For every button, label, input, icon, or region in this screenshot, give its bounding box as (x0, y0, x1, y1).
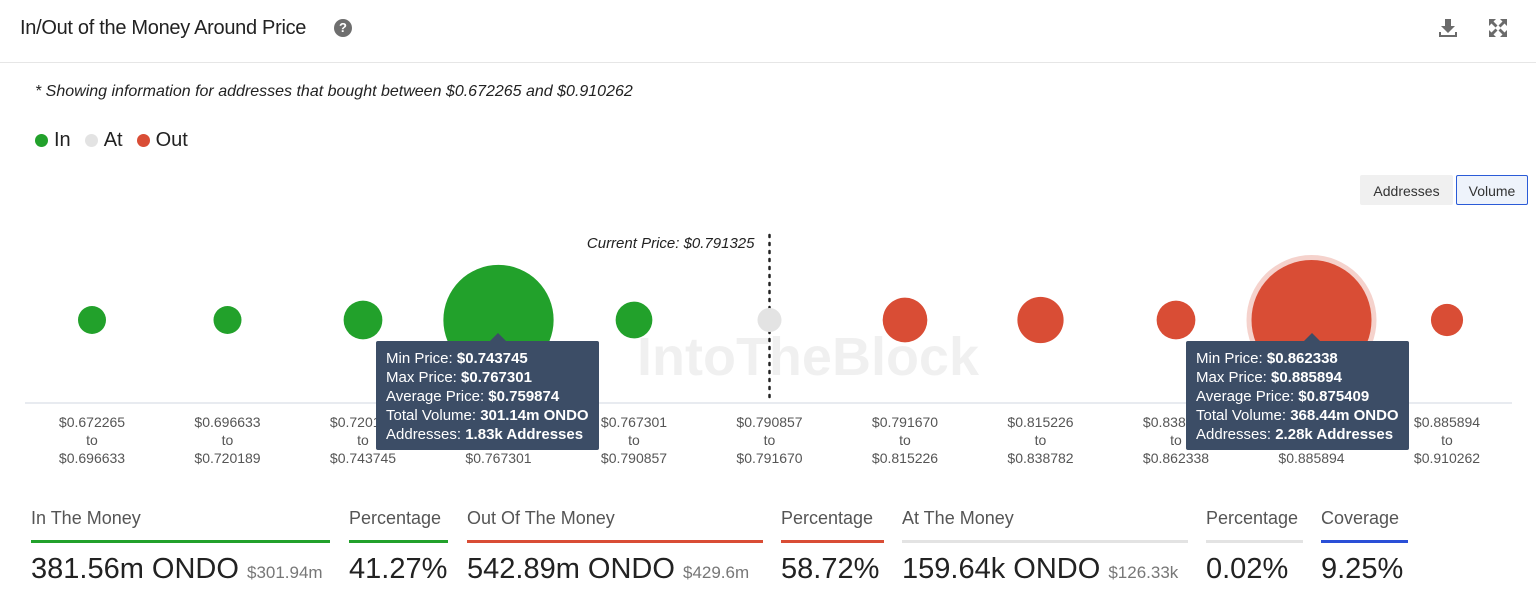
stat-out-percentage: Percentage 58.72% (781, 508, 884, 586)
addresses-toggle-button[interactable]: Addresses (1360, 175, 1453, 205)
stat-value: 58.72% (781, 553, 880, 585)
bubble-in-3[interactable] (343, 300, 383, 340)
bubble-out-8[interactable] (1017, 296, 1064, 344)
legend-label-out: Out (155, 129, 188, 151)
tooltip-row-min-price: Min Price: $0.743745 (386, 350, 528, 367)
x-tick-label: to (628, 432, 640, 448)
x-tick-label: $0.815226 (872, 450, 938, 466)
stat-value: 381.56m ONDO $301.94m (31, 553, 323, 585)
x-tick-label: $0.815226 (1007, 414, 1073, 430)
legend-label-at: At (103, 129, 123, 151)
tooltip-row-min-price: Min Price: $0.862338 (1196, 350, 1338, 367)
bubble-chart: IntoTheBlock Current Price: $0.791325 $0.6… (25, 233, 1512, 466)
help-icon[interactable]: ? (334, 19, 352, 37)
stat-value: 542.89m ONDO $429.6m (467, 553, 750, 585)
bubble-at-6[interactable] (757, 308, 782, 332)
panel-header: In/Out of the Money Around Price ? (0, 0, 1536, 63)
x-tick-label: to (357, 432, 369, 448)
stat-underline (31, 540, 330, 543)
stat-at-percentage: Percentage 0.02% (1206, 508, 1303, 586)
bubble-in-5[interactable] (615, 301, 653, 339)
x-tick-label: $0.885894 (1278, 450, 1344, 466)
stat-underline (1206, 540, 1303, 543)
stat-underline (781, 540, 884, 543)
legend-item-in[interactable]: In (35, 129, 71, 152)
stat-value: 9.25% (1321, 553, 1404, 585)
x-tick-label: $0.791670 (872, 414, 938, 430)
x-tick-label: $0.790857 (601, 450, 667, 466)
x-tick-label: to (764, 432, 776, 448)
tooltip-arrow (1304, 333, 1320, 341)
x-tick-label: $0.910262 (1414, 450, 1480, 466)
x-tick-label: $0.696633 (59, 450, 125, 466)
x-tick-label: $0.767301 (465, 450, 531, 466)
x-tick-label: $0.672265 (59, 414, 125, 430)
x-tick-label: to (1441, 432, 1453, 448)
stat-label: Out Of The Money (467, 508, 615, 528)
legend-label-in: In (54, 129, 71, 151)
x-tick-label: $0.862338 (1143, 450, 1209, 466)
stat-underline (902, 540, 1188, 543)
download-icon[interactable] (1436, 16, 1460, 40)
x-tick-label: $0.720189 (194, 450, 260, 466)
legend-dot-in (35, 134, 48, 147)
bubble-out-11[interactable] (1430, 303, 1464, 337)
stat-underline (349, 540, 448, 543)
stat-out-of-the-money: Out Of The Money 542.89m ONDO $429.6m (467, 508, 763, 586)
tooltip-bucket-10: Min Price: $0.862338 Max Price: $0.88589… (1186, 333, 1409, 450)
legend-dot-out (136, 134, 150, 147)
x-tick-label: $0.743745 (330, 450, 396, 466)
x-tick-label: to (899, 432, 911, 448)
stat-label: Percentage (349, 508, 442, 528)
stat-value: 0.02% (1206, 553, 1289, 585)
bubble-out-7[interactable] (882, 297, 928, 343)
x-tick-label: $0.767301 (601, 414, 667, 430)
bubble-in-1[interactable] (78, 306, 106, 334)
stat-label: In The Money (31, 508, 141, 528)
stat-in-the-money: In The Money 381.56m ONDO $301.94m (31, 508, 330, 586)
bubble-in-2[interactable] (213, 306, 242, 334)
tooltip-row-average-price: Average Price: $0.875409 (1196, 388, 1370, 405)
tooltip-bucket-4: Min Price: $0.743745 Max Price: $0.76730… (376, 333, 599, 450)
watermark: IntoTheBlock (637, 327, 980, 387)
stat-in-percentage: Percentage 41.27% (349, 508, 448, 586)
tooltip-row-total-volume: Total Volume: 301.14m ONDO (386, 407, 589, 424)
tooltip-row-max-price: Max Price: $0.767301 (386, 369, 532, 386)
legend-dot-at (84, 134, 98, 147)
tooltip-row-average-price: Average Price: $0.759874 (386, 388, 560, 405)
stat-value: 41.27% (349, 553, 448, 585)
volume-toggle-button[interactable]: Volume (1456, 175, 1528, 205)
tooltip-arrow (490, 333, 506, 341)
x-tick-label: $0.885894 (1414, 414, 1480, 430)
tooltip-row-addresses: Addresses: 2.28k Addresses (1196, 426, 1394, 443)
x-tick-label: to (222, 432, 234, 448)
x-tick-label: $0.838782 (1007, 450, 1073, 466)
stat-value: 159.64k ONDO $126.33k (902, 553, 1179, 585)
x-tick-label: to (1035, 432, 1047, 448)
x-tick-label: $0.790857 (736, 414, 802, 430)
stat-label: Percentage (1206, 508, 1299, 528)
stat-label: Percentage (781, 508, 874, 528)
stat-at-the-money: At The Money 159.64k ONDO $126.33k (902, 508, 1188, 586)
range-note: * Showing information for addresses that… (35, 83, 633, 100)
bubble-out-9[interactable] (1156, 300, 1196, 340)
legend-item-out[interactable]: Out (136, 129, 188, 152)
x-tick-label: $0.696633 (194, 414, 260, 430)
stat-label: At The Money (902, 508, 1014, 528)
stat-coverage: Coverage 9.25% (1321, 508, 1408, 586)
tooltip-row-addresses: Addresses: 1.83k Addresses (386, 426, 584, 443)
tooltip-row-total-volume: Total Volume: 368.44m ONDO (1196, 407, 1399, 424)
stat-underline (467, 540, 763, 543)
tooltip-row-max-price: Max Price: $0.885894 (1196, 369, 1342, 386)
legend: In At Out (35, 129, 188, 152)
legend-item-at[interactable]: At (84, 129, 123, 152)
expand-icon[interactable] (1486, 16, 1510, 40)
x-tick-label: $0.791670 (736, 450, 802, 466)
x-tick-label: to (1170, 432, 1182, 448)
x-tick-label: to (86, 432, 98, 448)
page-title: In/Out of the Money Around Price (20, 17, 307, 39)
current-price-label: Current Price: $0.791325 (587, 235, 755, 252)
stat-underline (1321, 540, 1408, 543)
stat-label: Coverage (1321, 508, 1400, 528)
